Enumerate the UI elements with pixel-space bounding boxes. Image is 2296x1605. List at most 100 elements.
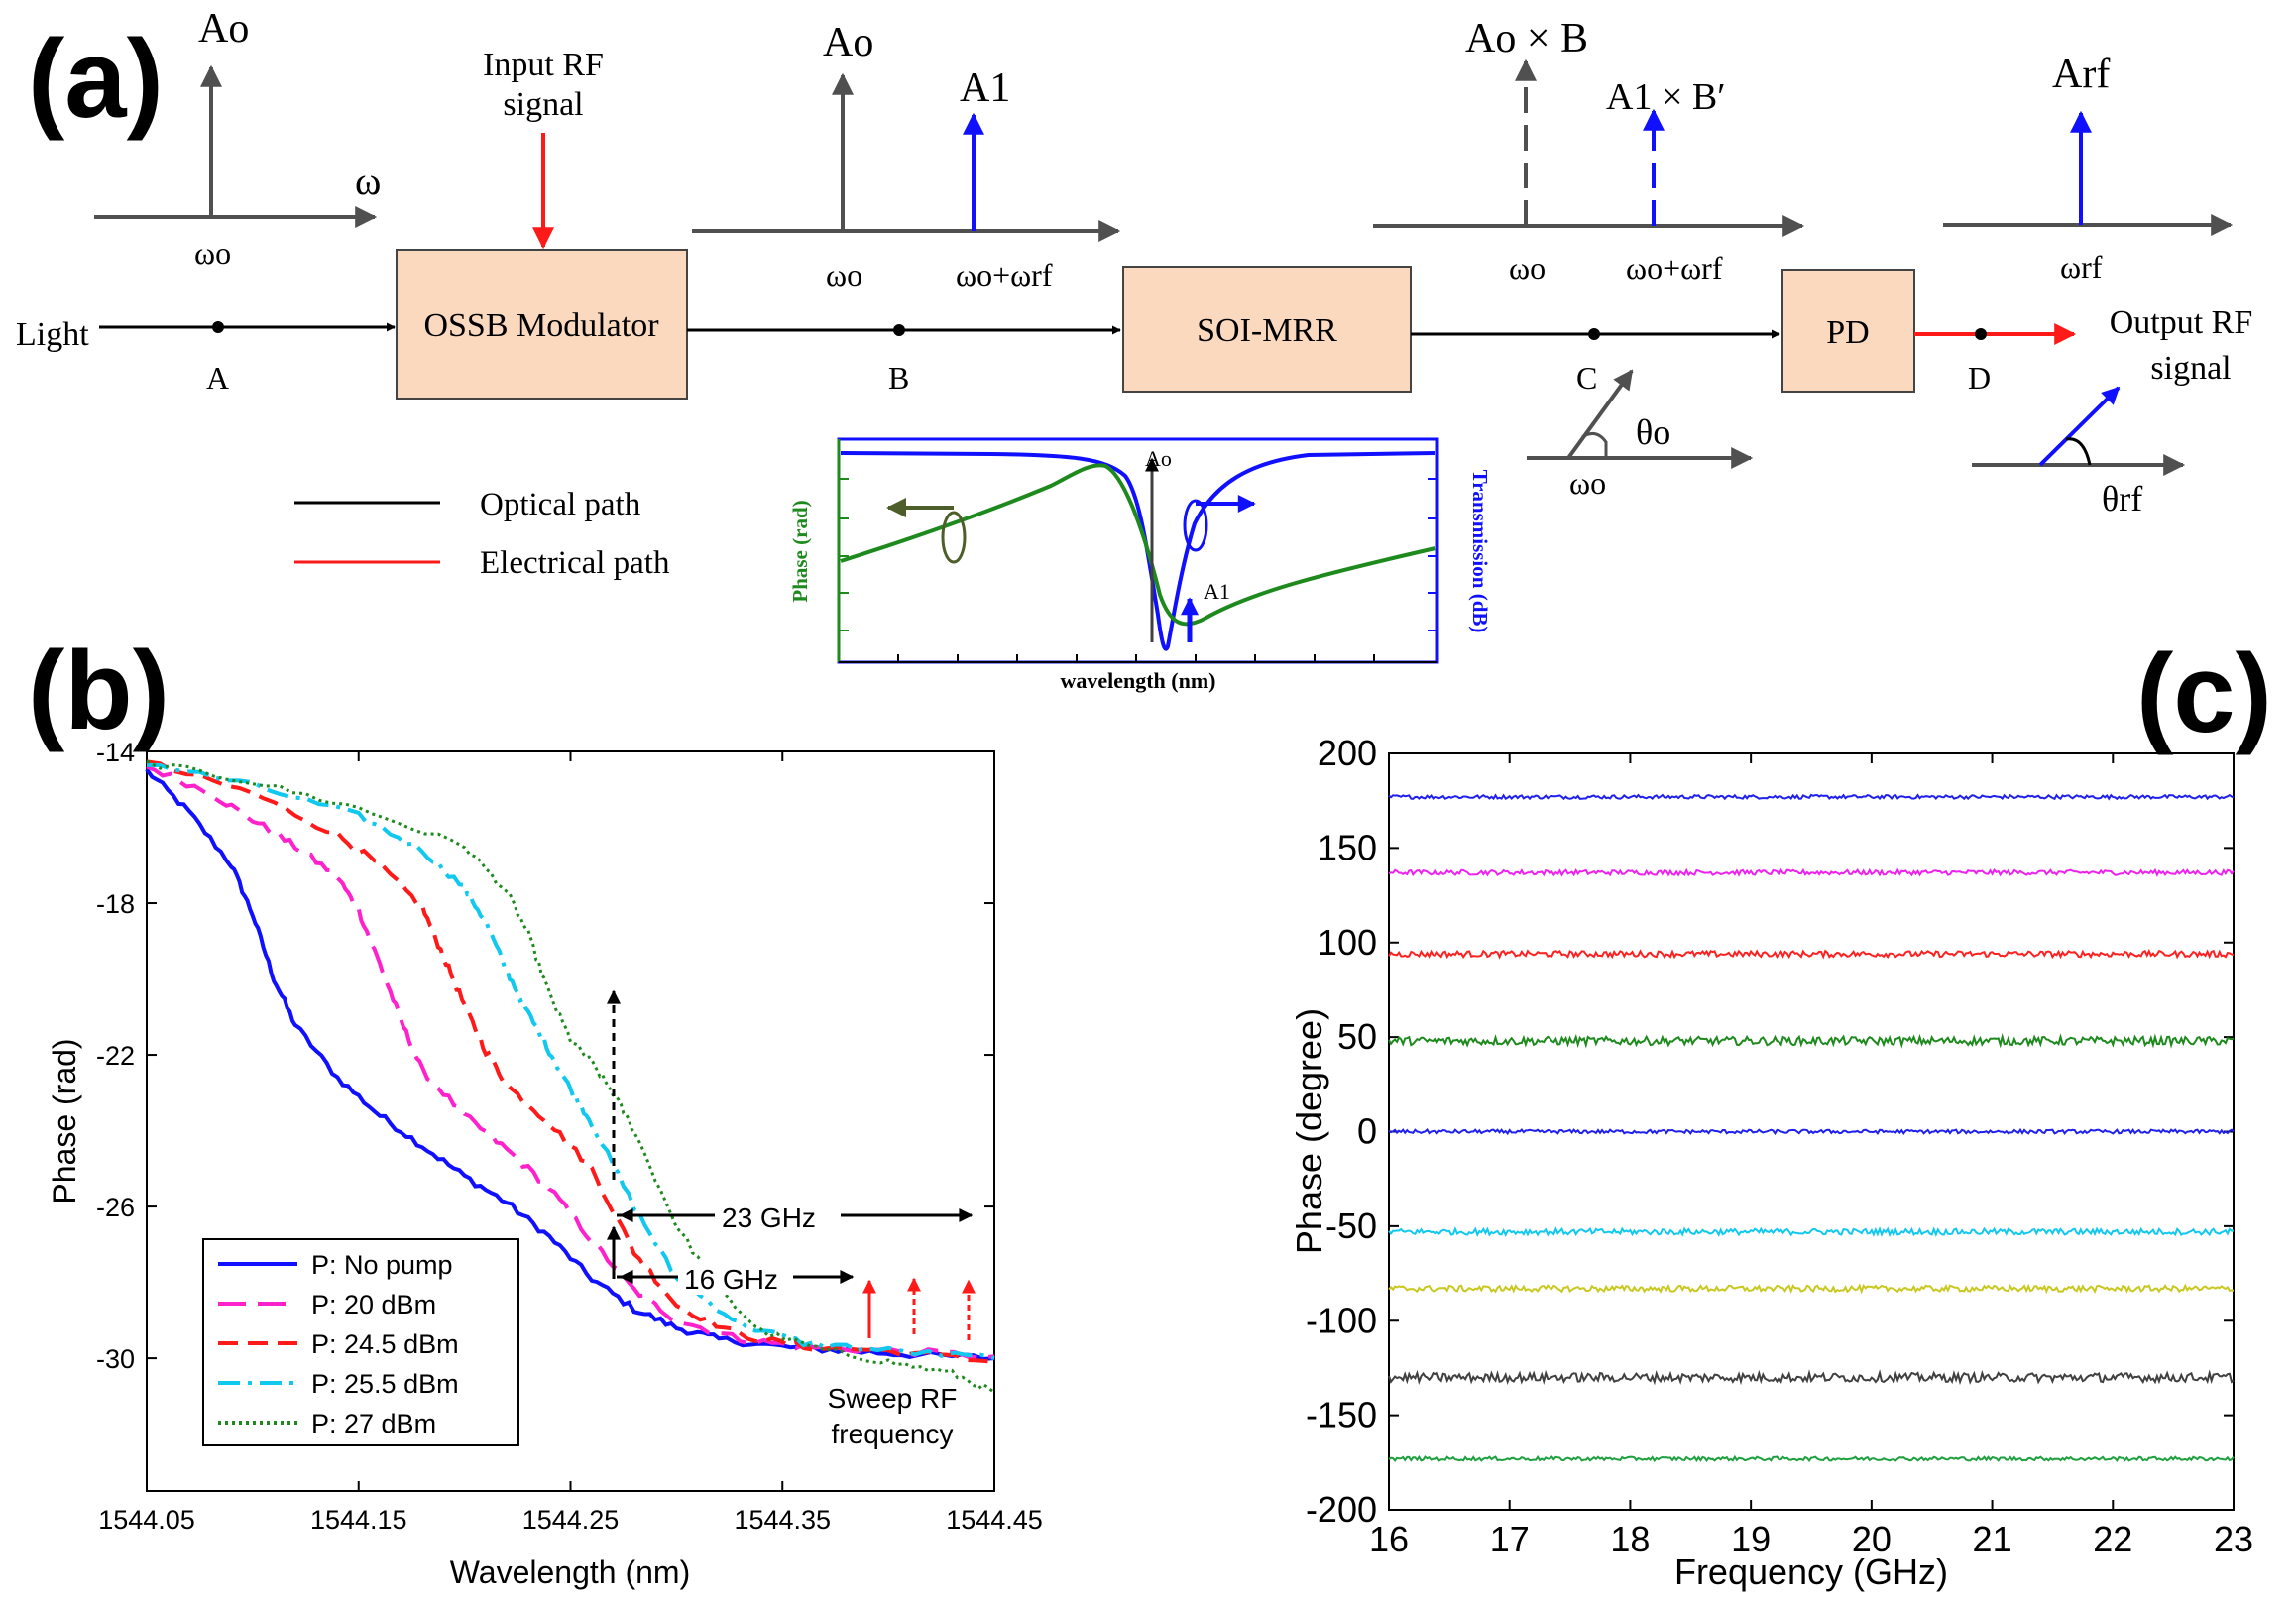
b-x-tick-label: 1544.45 bbox=[946, 1505, 1043, 1535]
spectrum2-omega0-label: ωo bbox=[826, 257, 862, 292]
b-y-tick-label: -18 bbox=[96, 889, 135, 919]
c-series-line-6 bbox=[1388, 1283, 2235, 1295]
inset-transmission-curve-marker bbox=[1183, 499, 1208, 552]
b-series-line-2 bbox=[146, 759, 995, 1364]
b-23ghz-label-bg bbox=[715, 1200, 841, 1233]
panel-b-label: (b) bbox=[28, 629, 170, 752]
panel-a-diagram: (a) Ao ω ωo Input RF signal Light A OSSB… bbox=[16, 6, 2252, 693]
c-series-line-3 bbox=[1388, 1032, 2235, 1049]
inset-A1-label: A1 bbox=[1204, 579, 1230, 604]
b-y-tick-label: -30 bbox=[96, 1344, 135, 1374]
c-series-line-2 bbox=[1388, 948, 2235, 960]
chart-c-x-label: Frequency (GHz) bbox=[1674, 1551, 1948, 1592]
legend-optical-label: Optical path bbox=[480, 487, 641, 522]
b-x-tick-label: 1544.25 bbox=[522, 1505, 620, 1535]
b-sweep-label-line2: frequency bbox=[832, 1419, 954, 1449]
panel-c-label: (c) bbox=[2136, 631, 2272, 755]
point-C-dot bbox=[1588, 328, 1600, 340]
spectrum2-A1-label: A1 bbox=[960, 65, 1010, 111]
inset-transmission-curve bbox=[840, 451, 1436, 651]
c-series-line-1 bbox=[1388, 867, 2235, 877]
c-y-tick-label: 150 bbox=[1318, 827, 1377, 867]
b-23ghz-label: 23 GHz bbox=[722, 1203, 816, 1233]
c-y-tick-label: 50 bbox=[1337, 1016, 1377, 1057]
output-rf-label-line1: Output RF bbox=[2110, 304, 2253, 341]
output-rf-label-line2: signal bbox=[2150, 350, 2231, 387]
panel-c-chart: (c) 16 17 18 19 20 21 22 23 200 150 100 50 0 -50 -100 -… bbox=[1289, 631, 2272, 1592]
inset-x-label: wavelength (nm) bbox=[1060, 668, 1215, 693]
inset-left-ticks bbox=[839, 478, 849, 631]
b-legend-label-4: P: 27 dBm bbox=[311, 1409, 436, 1438]
chart-b-x-label: Wavelength (nm) bbox=[450, 1554, 690, 1590]
input-rf-label-line2: signal bbox=[503, 86, 583, 123]
phasor-d-vector bbox=[2038, 386, 2121, 467]
legend-electrical-label: Electrical path bbox=[480, 545, 670, 581]
soi-mrr-label: SOI-MRR bbox=[1197, 312, 1337, 349]
spectrum4-omega-rf-label: ωrf bbox=[2060, 249, 2103, 285]
b-sweep-label-line1: Sweep RF bbox=[828, 1383, 958, 1414]
c-y-tick-label: 200 bbox=[1318, 733, 1377, 773]
light-label: Light bbox=[16, 316, 89, 353]
b-legend-label-1: P: 20 dBm bbox=[311, 1290, 436, 1319]
chart-c-y-label: Phase (degree) bbox=[1289, 1008, 1329, 1254]
inset-A0-label: Ao bbox=[1145, 446, 1172, 471]
b-y-tick-label: -22 bbox=[96, 1041, 135, 1071]
input-rf-label-line1: Input RF bbox=[483, 47, 604, 83]
point-D-label: D bbox=[1968, 360, 1991, 396]
ossb-modulator-box bbox=[396, 249, 688, 400]
c-series-line-0 bbox=[1388, 793, 2235, 801]
chart-b-series bbox=[145, 759, 995, 1394]
c-x-tick-label: 22 bbox=[2093, 1519, 2132, 1559]
phasor-d-theta-label: θrf bbox=[2102, 479, 2142, 518]
b-series-line-1 bbox=[146, 764, 995, 1360]
point-B-dot bbox=[893, 324, 905, 336]
ossb-modulator-label: OSSB Modulator bbox=[423, 307, 659, 344]
spectrum3-A1B-label: A1 × B′ bbox=[1606, 76, 1726, 118]
point-D-dot bbox=[1975, 328, 1987, 340]
c-y-tick-label: -200 bbox=[1306, 1489, 1377, 1530]
point-A-label: A bbox=[206, 360, 229, 396]
chart-c-ticks: 16 17 18 19 20 21 22 23 200 150 100 50 0 -50 -100 -150 -… bbox=[1306, 733, 2253, 1559]
inset-phase-curve-marker bbox=[941, 511, 967, 564]
b-legend-label-3: P: 25.5 dBm bbox=[311, 1369, 459, 1399]
b-y-tick-label: -26 bbox=[96, 1193, 135, 1222]
chart-b-ticks: 1544.05 1544.15 1544.25 1544.35 1544.45 -14 -1… bbox=[96, 738, 1043, 1535]
b-series-line-4 bbox=[146, 759, 995, 1394]
chart-c-series bbox=[1388, 793, 2235, 1463]
c-series-line-4 bbox=[1388, 1127, 2235, 1136]
spectrum1-A0-label: Ao bbox=[198, 6, 249, 52]
spectrum3-A0B-label: Ao × B bbox=[1465, 16, 1588, 61]
phasor-c-omega-label: ωo bbox=[1569, 465, 1606, 501]
c-y-tick-label: 0 bbox=[1357, 1111, 1377, 1152]
b-x-tick-label: 1544.05 bbox=[98, 1505, 195, 1535]
c-y-tick-label: 100 bbox=[1318, 922, 1377, 963]
soi-mrr-box bbox=[1122, 266, 1412, 393]
c-x-tick-label: 23 bbox=[2214, 1519, 2253, 1559]
inset-left-y-label: Phase (rad) bbox=[788, 500, 812, 602]
panel-a-label: (a) bbox=[28, 17, 164, 141]
b-y-tick-label: -14 bbox=[96, 738, 135, 767]
c-x-tick-label: 21 bbox=[1973, 1519, 2012, 1559]
b-x-tick-label: 1544.35 bbox=[734, 1505, 831, 1535]
b-x-tick-label: 1544.15 bbox=[310, 1505, 407, 1535]
inset-right-y-label: Transmission (dB) bbox=[1468, 470, 1492, 633]
point-A-dot bbox=[212, 321, 224, 333]
c-y-tick-label: -50 bbox=[1325, 1205, 1377, 1246]
spectrum2-A0-label: Ao bbox=[823, 20, 873, 65]
inset-phase-curve bbox=[840, 463, 1436, 627]
inset-right-ticks bbox=[1428, 478, 1437, 631]
b-16ghz-label-bg bbox=[678, 1261, 793, 1295]
spectrum3-omega0-label: ωo bbox=[1509, 250, 1546, 286]
spectrum3-omega0-rf-label: ωo+ωrf bbox=[1626, 250, 1723, 286]
phasor-c-theta-label: θo bbox=[1636, 412, 1670, 452]
chart-b-legend: P: No pump P: 20 dBm P: 24.5 dBm P: 25.5 dB… bbox=[202, 1238, 519, 1446]
spectrum1-omega-label: ω bbox=[355, 159, 381, 203]
pd-label: PD bbox=[1826, 314, 1869, 351]
spectrum4-Arf-label: Arf bbox=[2052, 52, 2110, 97]
b-legend-label-0: P: No pump bbox=[311, 1250, 453, 1280]
c-series-line-5 bbox=[1388, 1226, 2234, 1238]
c-x-tick-label: 16 bbox=[1369, 1519, 1409, 1559]
phasor-c-angle-arc bbox=[1581, 431, 1608, 458]
